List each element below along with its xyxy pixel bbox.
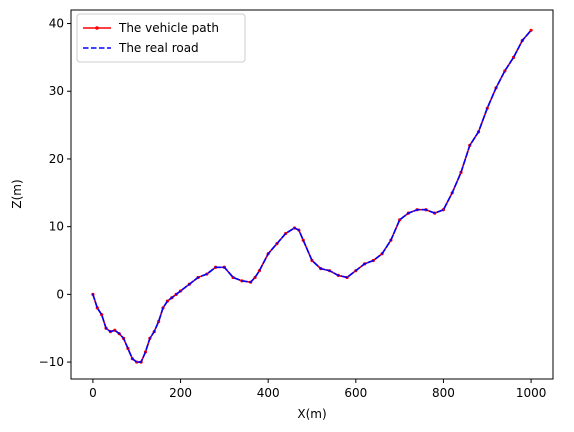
- y-tick-label: 30: [49, 84, 64, 98]
- x-tick-label: 200: [169, 386, 192, 400]
- y-axis-label: Z(m): [10, 179, 24, 208]
- x-tick-label: 1000: [516, 386, 547, 400]
- y-tick-label: −10: [39, 355, 64, 369]
- legend-label: The vehicle path: [118, 21, 219, 35]
- legend-box: [76, 13, 246, 63]
- x-tick-label: 800: [432, 386, 455, 400]
- x-axis-ticks: 0 200 400 600 800 1000: [89, 379, 546, 400]
- x-tick-label: 600: [344, 386, 367, 400]
- legend-marker: [95, 26, 99, 30]
- x-axis-label: X(m): [297, 407, 326, 421]
- legend-label: The real road: [118, 41, 199, 55]
- y-tick-label: 40: [49, 17, 64, 31]
- series-line-1: [92, 29, 532, 363]
- y-tick-label: 20: [49, 152, 64, 166]
- series-layer: [91, 28, 533, 364]
- y-tick-label: 10: [49, 220, 64, 234]
- legend: The vehicle path The real road: [76, 13, 246, 63]
- legend-entries: The vehicle path The real road: [83, 21, 219, 55]
- y-tick-label: 0: [56, 287, 64, 301]
- plot-frame: [70, 9, 554, 380]
- x-tick-label: 0: [89, 386, 97, 400]
- x-tick-label: 400: [257, 386, 280, 400]
- y-axis-ticks: −10 0 10 20 30 40: [39, 17, 71, 369]
